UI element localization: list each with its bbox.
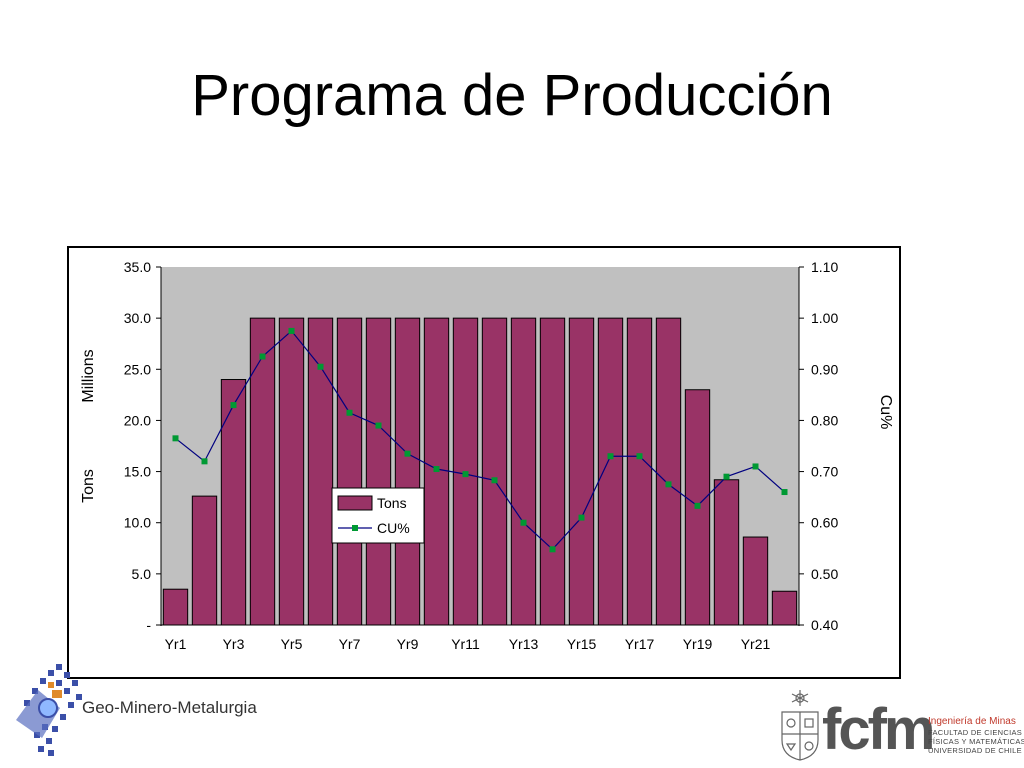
cu-point <box>694 502 701 509</box>
x-tick-label: Yr9 <box>397 636 419 652</box>
cu-point <box>259 353 266 360</box>
y-left-tick-label: 10.0 <box>124 515 151 531</box>
x-tick-label: Yr19 <box>683 636 713 652</box>
fcfm-logo-text: fcfm <box>822 697 935 762</box>
geo-minero-logo-icon <box>16 664 82 756</box>
faculty-label: Ingeniería de Minas FACULTAD DE CIENCIAS… <box>928 716 1024 755</box>
y-right-tick-label: 1.10 <box>811 259 838 275</box>
faculty-line: FACULTAD DE CIENCIAS <box>928 728 1023 737</box>
cu-line <box>175 330 785 551</box>
bar-yr22 <box>771 590 798 626</box>
x-tick-label: Yr3 <box>223 636 245 652</box>
cu-point <box>462 471 469 478</box>
bar-yr14 <box>539 317 566 626</box>
y-right-label: Cu% <box>877 395 894 430</box>
bar-yr13 <box>510 317 537 626</box>
cu-point <box>665 481 672 488</box>
chart-frame: - 5.0 10.0 15.0 20.0 25.0 30.0 35.0 0.40 0.50 0.60… <box>67 246 901 679</box>
y-left-tick-label: 20.0 <box>124 412 151 428</box>
cu-point <box>288 327 295 334</box>
cu-point <box>346 409 353 416</box>
bar-yr17 <box>626 317 653 626</box>
y-right-tick-label: 0.80 <box>811 412 838 428</box>
y-right-tick-label: 0.90 <box>811 361 838 377</box>
cu-point <box>433 466 440 473</box>
cu-point <box>404 450 411 457</box>
legend-cu-marker <box>352 525 358 531</box>
university-crest-icon <box>781 690 819 761</box>
cu-point <box>549 546 556 553</box>
bar-yr4 <box>249 317 276 626</box>
y-right-tick-label: 0.40 <box>811 617 838 633</box>
cu-point <box>636 453 643 460</box>
cu-point <box>172 435 179 442</box>
y-left-tick-label: 15.0 <box>124 464 151 480</box>
y-right-tick-label: 0.70 <box>811 464 838 480</box>
x-tick-label: Yr11 <box>451 636 480 652</box>
bar-yr16 <box>597 317 624 626</box>
cu-point <box>607 453 614 460</box>
x-tick-label: Yr17 <box>625 636 655 652</box>
y-left-label-line2: Millions <box>80 349 97 402</box>
y-left-tick-label: - <box>146 617 151 633</box>
cu-point <box>375 422 382 429</box>
y-right-tick-label: 0.50 <box>811 566 838 582</box>
x-tick-label: Yr7 <box>339 636 361 652</box>
bar-yr8 <box>365 317 392 626</box>
geo-minero-logo-text: Geo-Minero-Metalurgia <box>82 698 257 717</box>
bar-yr15 <box>568 317 595 626</box>
bar-yr2 <box>191 495 218 626</box>
x-tick-label: Yr15 <box>567 636 597 652</box>
faculty-line: Ingeniería de Minas <box>928 716 1016 727</box>
cu-point <box>230 402 237 409</box>
cu-point <box>752 463 759 470</box>
x-tick-label: Yr21 <box>741 636 771 652</box>
bar-yr18 <box>655 317 682 626</box>
y-left-label-line1: Tons <box>80 469 97 503</box>
production-chart: - 5.0 10.0 15.0 20.0 25.0 30.0 35.0 0.40 0.50 0.60… <box>80 259 894 652</box>
legend-tons-swatch <box>337 495 373 511</box>
legend-tons-label: Tons <box>377 495 407 511</box>
cu-point <box>578 514 585 521</box>
bar-yr21 <box>742 536 769 626</box>
y-right-tick-label: 1.00 <box>811 310 838 326</box>
cu-point <box>781 489 788 496</box>
y-left-tick-label: 35.0 <box>124 259 151 275</box>
y-right-tick-label: 0.60 <box>811 515 838 531</box>
bar-yr1 <box>162 588 189 626</box>
x-tick-label: Yr5 <box>281 636 303 652</box>
cu-point <box>723 473 730 480</box>
x-tick-label: Yr1 <box>165 636 187 652</box>
cu-point <box>491 477 498 484</box>
bar-yr5 <box>278 317 305 626</box>
cu-point <box>520 519 527 526</box>
legend-cu-label: CU% <box>377 520 410 536</box>
faculty-line: UNIVERSIDAD DE CHILE <box>928 746 1022 755</box>
faculty-line: FÍSICAS Y MATEMÁTICAS <box>928 737 1024 746</box>
bar-yr9 <box>394 317 421 626</box>
y-left-tick-label: 5.0 <box>132 566 152 582</box>
y-left-tick-label: 25.0 <box>124 361 151 377</box>
cu-point <box>317 363 324 370</box>
x-tick-label: Yr13 <box>509 636 539 652</box>
bar-yr7 <box>336 317 363 626</box>
cu-point <box>201 458 208 465</box>
bar-yr3 <box>220 379 247 626</box>
bar-yr20 <box>713 479 740 626</box>
bar-yr12 <box>481 317 508 626</box>
y-left-tick-label: 30.0 <box>124 310 151 326</box>
slide-title: Programa de Producción <box>191 63 833 128</box>
